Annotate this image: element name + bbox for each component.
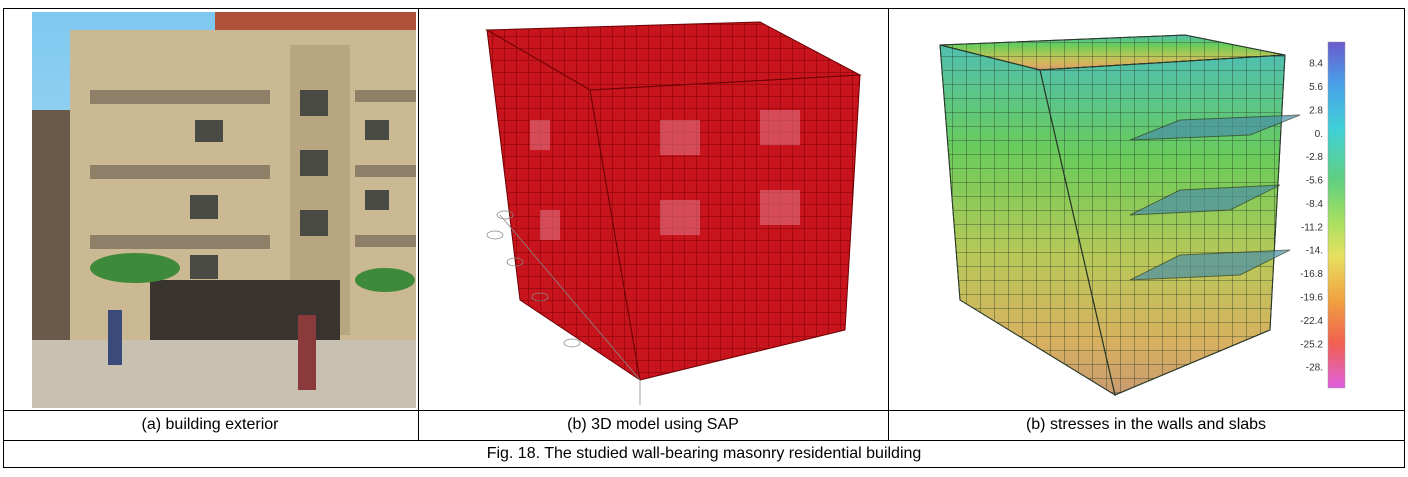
colorbar-label: -11.2 — [1301, 222, 1323, 233]
colorbar-label: 5.6 — [1309, 82, 1323, 93]
colorbar-label: -25.2 — [1300, 339, 1323, 350]
colorbar-label: 8.4 — [1309, 59, 1323, 70]
colorbar-label: -2.8 — [1306, 152, 1324, 163]
colorbar-label: -8.4 — [1306, 199, 1324, 210]
colorbar-label: -14. — [1306, 246, 1323, 257]
colorbar-label: -22.4 — [1300, 316, 1323, 327]
panel-caption: (b) stresses in the walls and slabs — [1026, 416, 1266, 433]
colorbar-label: 2.8 — [1309, 105, 1323, 116]
colorbar-label: 0. — [1315, 129, 1323, 140]
panel-caption: (b) 3D model using SAP — [567, 416, 739, 433]
panel-caption: (a) building exterior — [142, 416, 280, 433]
stress-model — [940, 35, 1300, 395]
page: {"panels": [ {"caption": "(a) building e… — [0, 0, 1408, 472]
colorbar — [1328, 42, 1345, 388]
colorbar-label: -28. — [1306, 363, 1323, 374]
colorbar-label: -19.6 — [1300, 292, 1323, 303]
building-photo — [32, 12, 416, 408]
colorbar-label: -16.8 — [1300, 269, 1323, 280]
figure-caption: Fig. 18. The studied wall-bearing masonr… — [487, 445, 922, 462]
colorbar-label: -5.6 — [1306, 176, 1324, 187]
figure: 8.4 5.6 2.8 0. -2.8 -5.6 -8.4 -11.2 -14. -16.8 -19… — [0, 0, 1408, 472]
sap-model — [487, 22, 860, 405]
